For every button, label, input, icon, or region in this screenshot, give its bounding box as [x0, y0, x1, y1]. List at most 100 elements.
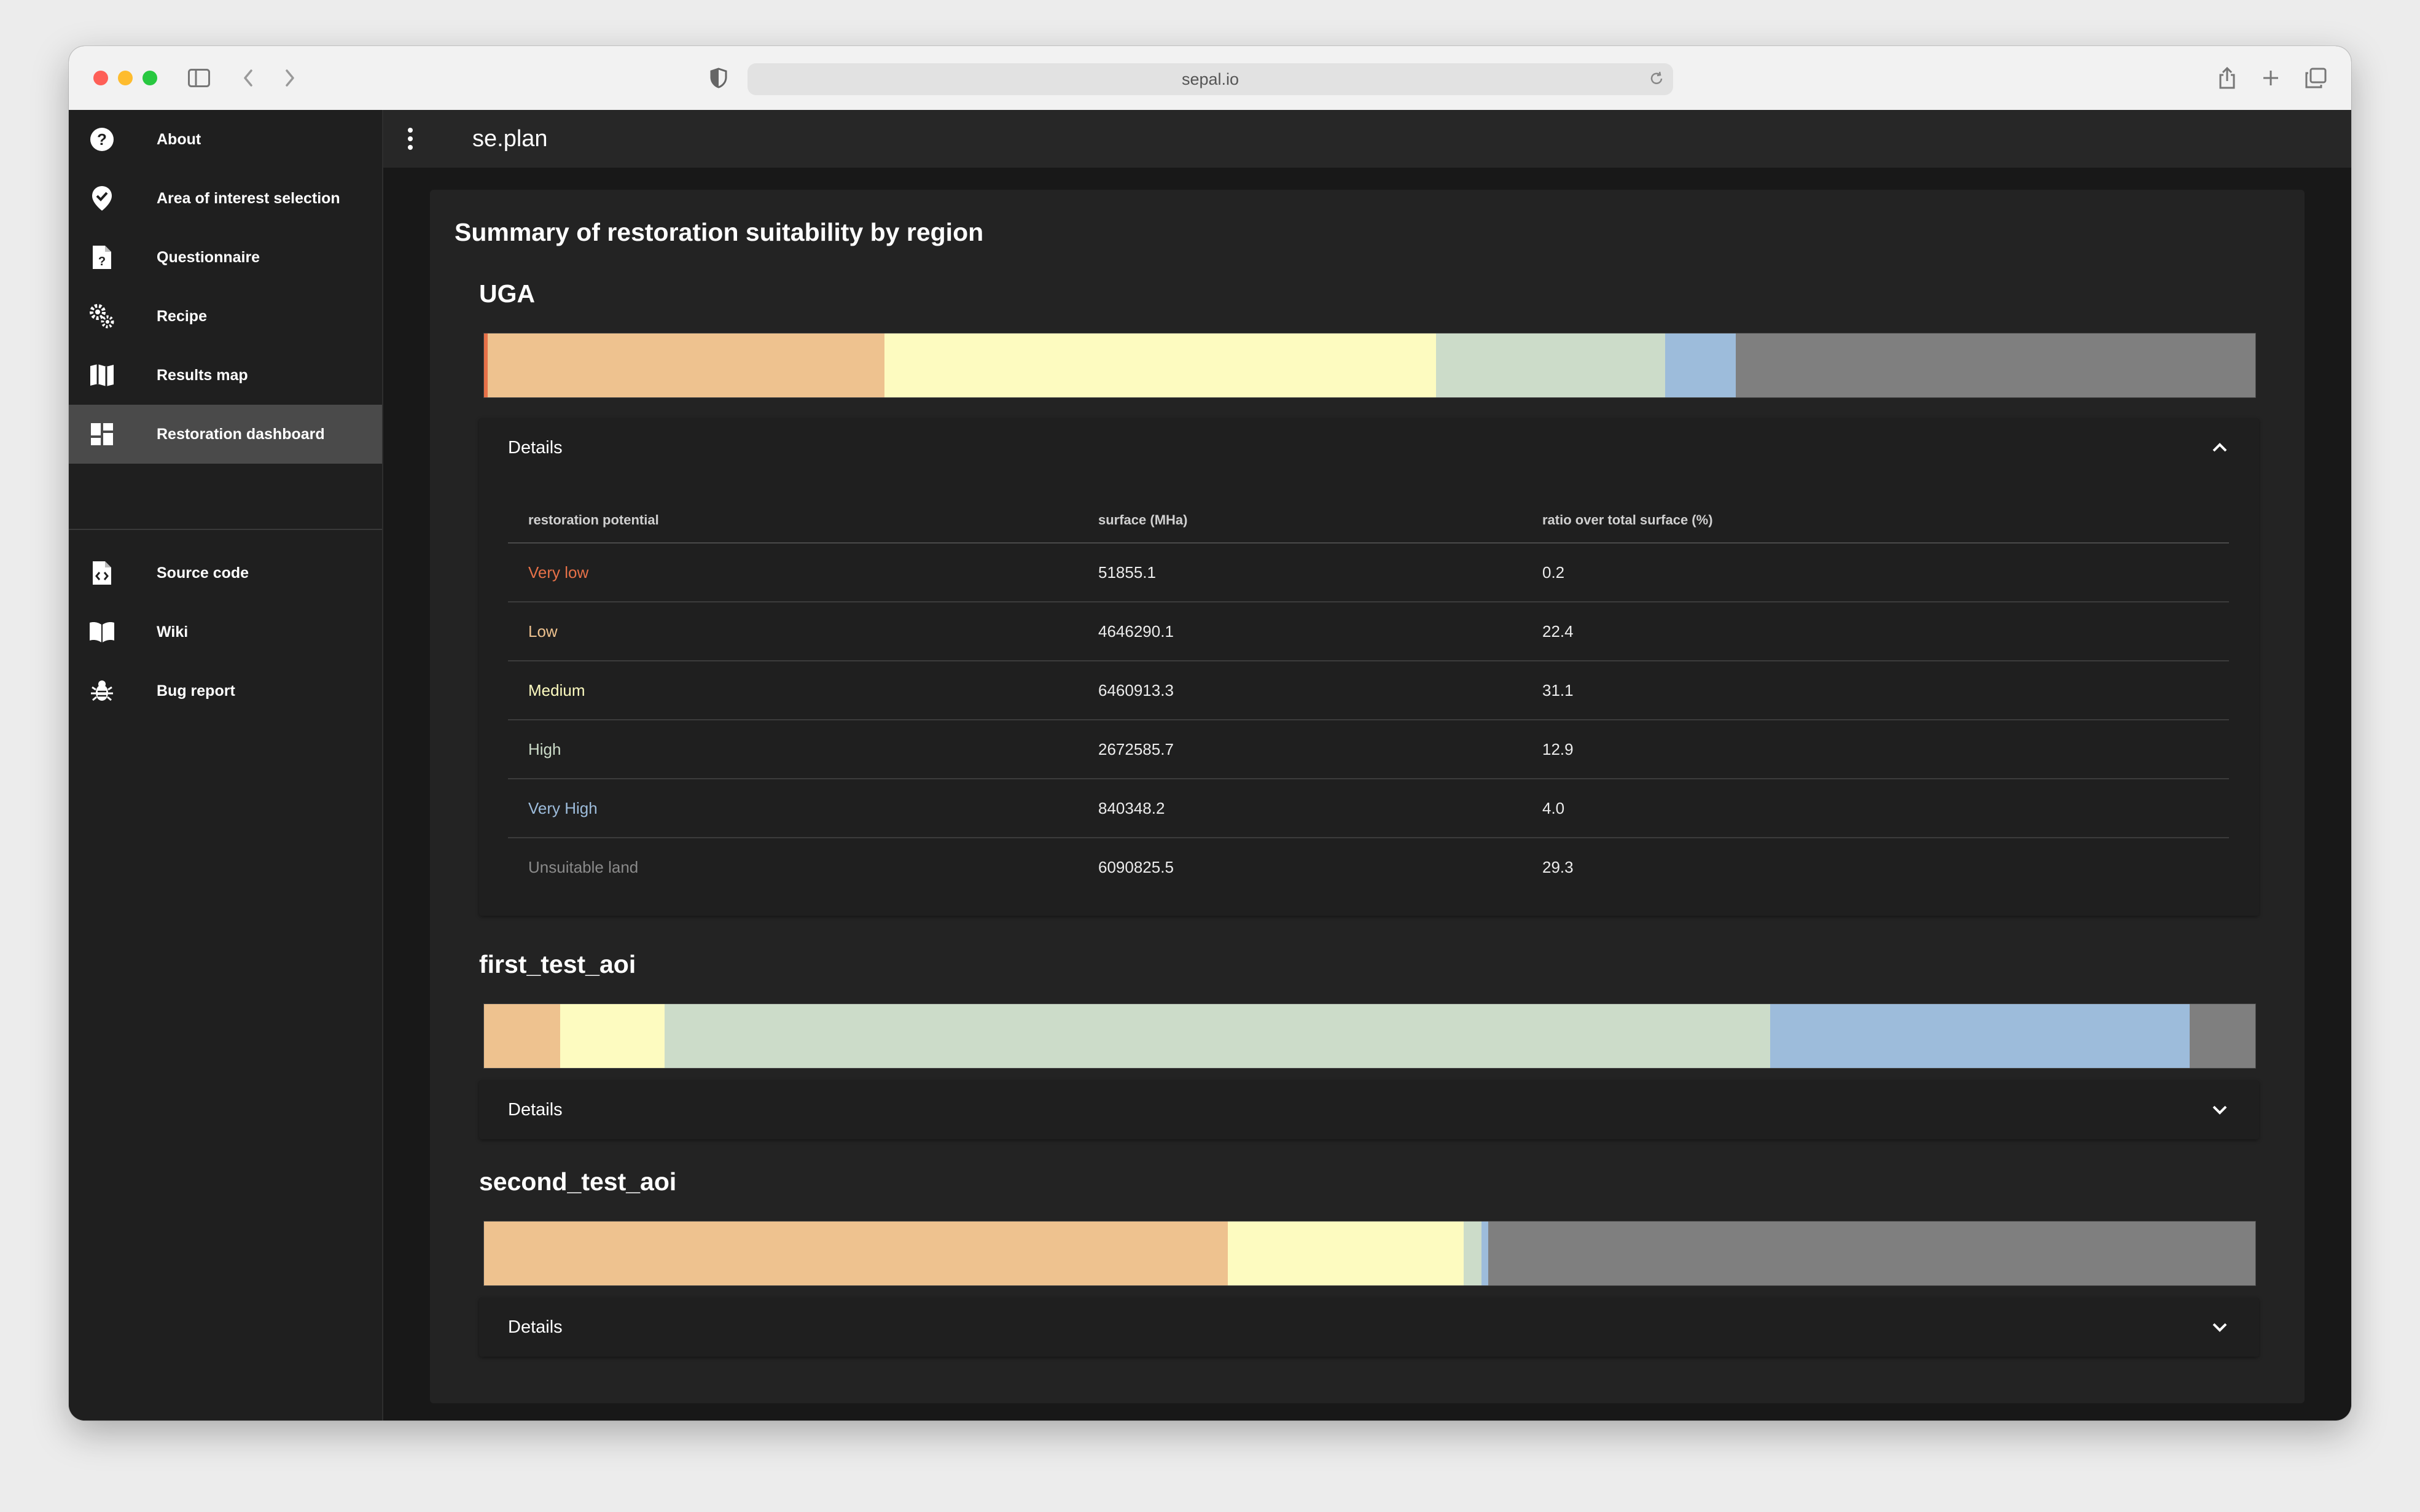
potential-cell: Medium [508, 661, 1078, 720]
menu-dots-icon[interactable] [405, 126, 415, 152]
app-bar: se.plan [383, 110, 2351, 168]
bar-segment-medium [1228, 1222, 1464, 1285]
table-row: Unsuitable land 6090825.5 29.3 [508, 838, 2229, 896]
surface-cell: 2672585.7 [1078, 720, 1522, 779]
sidebar-item-bug-report[interactable]: Bug report [69, 661, 382, 720]
details-table: restoration potential surface (MHa) rati… [508, 498, 2229, 896]
sidebar-item-questionnaire[interactable]: ? Questionnaire [69, 228, 382, 287]
share-icon[interactable] [2214, 64, 2241, 92]
bar-segment-very-high [1481, 1222, 1489, 1285]
column-header-ratio: ratio over total surface (%) [1522, 498, 2229, 544]
sidebar-item-label: Restoration dashboard [157, 425, 325, 443]
region-title: first_test_aoi [479, 950, 636, 978]
details-header[interactable]: Details [479, 1298, 2259, 1357]
details-label: Details [508, 438, 563, 458]
sidebar-item-recipe[interactable]: Recipe [69, 287, 382, 346]
map-marker-check-icon [88, 185, 115, 212]
address-bar[interactable]: sepal.io [747, 63, 1673, 95]
bar-segment-unsuitable [1736, 333, 2255, 397]
browser-window: sepal.io ? About Area of interest selec [69, 46, 2351, 1420]
file-question-icon: ? [88, 244, 115, 271]
forward-icon[interactable] [276, 64, 303, 92]
new-tab-icon[interactable] [2257, 64, 2284, 92]
map-icon [88, 362, 115, 389]
app-title: se.plan [472, 126, 548, 152]
details-label: Details [508, 1317, 563, 1337]
sidebar-item-label: About [157, 130, 201, 148]
details-panel: Details [479, 1298, 2259, 1357]
browser-toolbar: sepal.io [69, 46, 2351, 111]
table-row: Very High 840348.2 4.0 [508, 779, 2229, 838]
svg-text:?: ? [98, 255, 106, 268]
chevron-down-icon[interactable] [2210, 1317, 2230, 1337]
table-header-row: restoration potential surface (MHa) rati… [508, 498, 2229, 544]
sidebar-item-label: Area of interest selection [157, 189, 340, 207]
bar-segment-very-high [1770, 1004, 2190, 1068]
region-title: second_test_aoi [479, 1167, 677, 1196]
chevron-down-icon[interactable] [2210, 1100, 2230, 1120]
potential-cell: Low [508, 602, 1078, 661]
sidebar-divider [69, 529, 382, 530]
book-open-icon [88, 618, 115, 645]
surface-cell: 840348.2 [1078, 779, 1522, 838]
details-panel: Details restoration potential surface (M… [479, 418, 2259, 916]
region-title: UGA [479, 279, 536, 308]
minimize-window-button[interactable] [118, 71, 133, 85]
ratio-cell: 29.3 [1542, 857, 1574, 876]
sidebar-item-results-map[interactable]: Results map [69, 346, 382, 405]
bar-segment-low [487, 333, 885, 397]
surface-cell: 6090825.5 [1098, 857, 1174, 876]
bar-segment-very-low [484, 333, 488, 397]
sidebar-item-label: Questionnaire [157, 248, 260, 266]
ratio-cell: 4.0 [1522, 779, 2229, 838]
tab-overview-icon[interactable] [2302, 64, 2329, 92]
help-circle-icon: ? [88, 126, 115, 153]
table-row: Low 4646290.1 22.4 [508, 602, 2229, 661]
table-row: High 2672585.7 12.9 [508, 720, 2229, 779]
potential-cell: Unsuitable land [528, 857, 639, 876]
sidebar-item-wiki[interactable]: Wiki [69, 602, 382, 661]
cogs-icon [88, 303, 115, 330]
column-header-surface: surface (MHa) [1078, 498, 1522, 544]
sidebar-item-restoration-dashboard[interactable]: Restoration dashboard [69, 405, 382, 464]
sidebar-item-source-code[interactable]: Source code [69, 544, 382, 602]
sidebar-item-about[interactable]: ? About [69, 110, 382, 169]
surface-cell: 6460913.3 [1078, 661, 1522, 720]
details-header[interactable]: Details [479, 418, 2259, 477]
sidebar-item-label: Source code [157, 564, 249, 582]
sidebar-item-label: Wiki [157, 623, 189, 641]
surface-cell: 4646290.1 [1078, 602, 1522, 661]
bar-segment-high [1436, 333, 1665, 397]
region-suitability-bar [483, 1221, 2256, 1286]
bar-segment-unsuitable [1488, 1222, 2255, 1285]
sidebar-item-label: Results map [157, 366, 248, 384]
details-header[interactable]: Details [479, 1080, 2259, 1139]
dashboard-title: Summary of restoration suitability by re… [455, 218, 984, 246]
reload-icon[interactable] [1649, 71, 1665, 91]
ratio-cell: 0.2 [1522, 543, 2229, 602]
close-window-button[interactable] [93, 71, 108, 85]
privacy-shield-icon[interactable] [705, 64, 732, 92]
details-panel: Details [479, 1080, 2259, 1139]
bug-icon [88, 677, 115, 704]
potential-cell: High [508, 720, 1078, 779]
main-content: Summary of restoration suitability by re… [383, 168, 2351, 1420]
sidebar-item-area-of-interest[interactable]: Area of interest selection [69, 169, 382, 228]
table-row: Very low 51855.1 0.2 [508, 543, 2229, 602]
bar-segment-medium [560, 1004, 665, 1068]
sidebar-item-label: Recipe [157, 307, 207, 325]
sidebar-toggle-icon[interactable] [185, 64, 213, 92]
region-suitability-bar [483, 1003, 2256, 1069]
region-suitability-bar [483, 333, 2256, 398]
maximize-window-button[interactable] [142, 71, 157, 85]
back-icon[interactable] [235, 64, 262, 92]
chevron-up-icon[interactable] [2210, 438, 2230, 458]
bar-segment-high [1463, 1222, 1481, 1285]
ratio-cell: 12.9 [1522, 720, 2229, 779]
bar-segment-unsuitable [2190, 1004, 2255, 1068]
sidebar-item-label: Bug report [157, 682, 235, 699]
surface-cell: 51855.1 [1078, 543, 1522, 602]
bar-segment-very-high [1665, 333, 1736, 397]
dashboard-card: Summary of restoration suitability by re… [430, 190, 2305, 1403]
potential-cell: Very High [508, 779, 1078, 838]
